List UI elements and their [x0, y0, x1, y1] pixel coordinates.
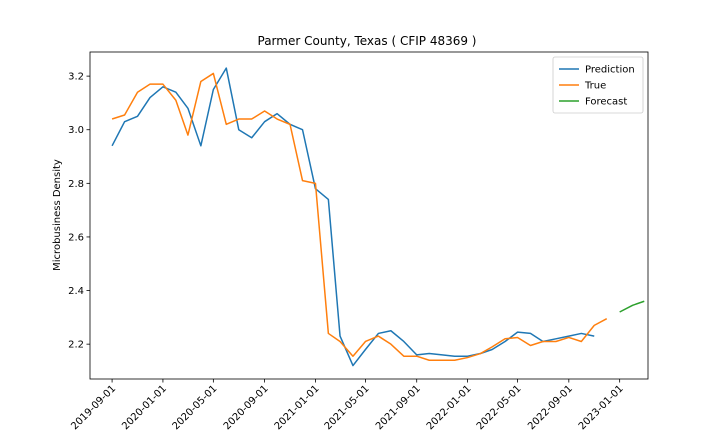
series-line-true	[111, 72, 608, 361]
y-tick-label: 2.4	[68, 286, 84, 297]
legend-box	[552, 56, 644, 114]
y-axis: 2.2 2.4 2.6 2.8 3.0 3.2	[68, 72, 90, 351]
y-tick-label: 3.0	[68, 125, 84, 136]
y-tick-label: 2.6	[68, 232, 84, 243]
chart-title: Parmer County, Texas ( CFIP 48369 )	[258, 34, 477, 48]
series-layer	[111, 67, 645, 367]
y-tick-label: 3.2	[68, 72, 84, 83]
y-axis-label: Microbusiness Density	[52, 159, 63, 271]
y-tick-label: 2.8	[68, 179, 84, 190]
legend-label-prediction: Prediction	[585, 65, 635, 76]
legend-label-forecast: Forecast	[585, 97, 627, 108]
legend: Prediction True Forecast	[552, 56, 644, 114]
plot-frame	[89, 51, 649, 380]
series-line-prediction	[111, 67, 595, 367]
y-tick-label: 2.2	[68, 340, 84, 351]
series-line-forecast	[619, 300, 645, 313]
legend-label-true: True	[584, 81, 606, 92]
